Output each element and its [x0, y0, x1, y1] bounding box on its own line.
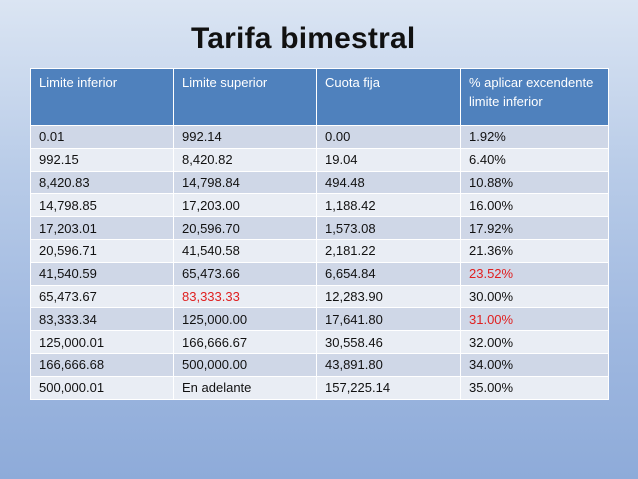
header-limite-superior: Limite superior — [173, 68, 317, 126]
cell-cuota-fija: 19.04 — [316, 147, 461, 172]
cell-limite-superior: 500,000.00 — [173, 352, 317, 377]
slide-title: Tarifa bimestral — [191, 22, 416, 55]
table-row: 17,203.01 20,596.70 1,573.08 17.92% — [30, 216, 609, 240]
cell-limite-inferior: 125,000.01 — [30, 330, 174, 354]
cell-cuota-fija: 30,558.46 — [316, 330, 461, 354]
cell-cuota-fija: 12,283.90 — [316, 284, 461, 309]
table-row: 500,000.01 En adelante 157,225.14 35.00% — [30, 375, 609, 400]
cell-limite-inferior: 65,473.67 — [30, 284, 174, 309]
table-row: 20,596.71 41,540.58 2,181.22 21.36% — [30, 238, 609, 263]
cell-cuota-fija: 0.00 — [316, 125, 461, 149]
table-row: 125,000.01 166,666.67 30,558.46 32.00% — [30, 330, 609, 354]
table-row: 166,666.68 500,000.00 43,891.80 34.00% — [30, 352, 609, 377]
table-row: 8,420.83 14,798.84 494.48 10.88% — [30, 170, 609, 195]
cell-limite-superior-highlighted: 83,333.33 — [173, 284, 317, 309]
cell-porcentaje-highlighted: 31.00% — [460, 307, 609, 332]
cell-limite-inferior: 500,000.01 — [30, 375, 174, 400]
cell-cuota-fija: 2,181.22 — [316, 238, 461, 263]
cell-porcentaje: 34.00% — [460, 352, 609, 377]
cell-cuota-fija: 17,641.80 — [316, 307, 461, 332]
cell-limite-superior: 992.14 — [173, 125, 317, 149]
cell-limite-inferior: 41,540.59 — [30, 261, 174, 286]
header-limite-inferior: Limite inferior — [30, 68, 174, 126]
cell-limite-inferior: 83,333.34 — [30, 307, 174, 332]
table-header-row: Limite inferior Limite superior Cuota fi… — [30, 68, 609, 126]
table-row: 992.15 8,420.82 19.04 6.40% — [30, 147, 609, 172]
header-cuota-fija: Cuota fija — [316, 68, 461, 126]
cell-limite-superior: 41,540.58 — [173, 238, 317, 263]
cell-limite-superior: 17,203.00 — [173, 193, 317, 218]
table-row: 65,473.67 83,333.33 12,283.90 30.00% — [30, 284, 609, 309]
cell-limite-superior: 166,666.67 — [173, 330, 317, 354]
cell-porcentaje: 1.92% — [460, 125, 609, 149]
header-porcentaje: % aplicar excendente limite inferior — [460, 68, 609, 126]
cell-limite-inferior: 0.01 — [30, 125, 174, 149]
cell-limite-superior: 14,798.84 — [173, 170, 317, 195]
cell-limite-inferior: 17,203.01 — [30, 216, 174, 240]
tariff-table: Limite inferior Limite superior Cuota fi… — [30, 68, 609, 400]
cell-porcentaje: 6.40% — [460, 147, 609, 172]
cell-limite-inferior: 8,420.83 — [30, 170, 174, 195]
cell-limite-superior: 125,000.00 — [173, 307, 317, 332]
table-row: 83,333.34 125,000.00 17,641.80 31.00% — [30, 307, 609, 332]
cell-cuota-fija: 6,654.84 — [316, 261, 461, 286]
table-row: 0.01 992.14 0.00 1.92% — [30, 125, 609, 149]
cell-cuota-fija: 1,573.08 — [316, 216, 461, 240]
cell-porcentaje: 35.00% — [460, 375, 609, 400]
cell-porcentaje: 17.92% — [460, 216, 609, 240]
cell-porcentaje: 30.00% — [460, 284, 609, 309]
cell-limite-superior: En adelante — [173, 375, 317, 400]
cell-porcentaje-highlighted: 23.52% — [460, 261, 609, 286]
cell-porcentaje: 16.00% — [460, 193, 609, 218]
cell-porcentaje: 10.88% — [460, 170, 609, 195]
cell-cuota-fija: 1,188.42 — [316, 193, 461, 218]
cell-cuota-fija: 494.48 — [316, 170, 461, 195]
cell-limite-superior: 20,596.70 — [173, 216, 317, 240]
cell-limite-inferior: 20,596.71 — [30, 238, 174, 263]
cell-porcentaje: 21.36% — [460, 238, 609, 263]
cell-limite-inferior: 992.15 — [30, 147, 174, 172]
cell-cuota-fija: 157,225.14 — [316, 375, 461, 400]
cell-limite-inferior: 166,666.68 — [30, 352, 174, 377]
table-row: 14,798.85 17,203.00 1,188.42 16.00% — [30, 193, 609, 218]
cell-limite-superior: 65,473.66 — [173, 261, 317, 286]
cell-cuota-fija: 43,891.80 — [316, 352, 461, 377]
cell-limite-superior: 8,420.82 — [173, 147, 317, 172]
cell-porcentaje: 32.00% — [460, 330, 609, 354]
table-row: 41,540.59 65,473.66 6,654.84 23.52% — [30, 261, 609, 286]
cell-limite-inferior: 14,798.85 — [30, 193, 174, 218]
